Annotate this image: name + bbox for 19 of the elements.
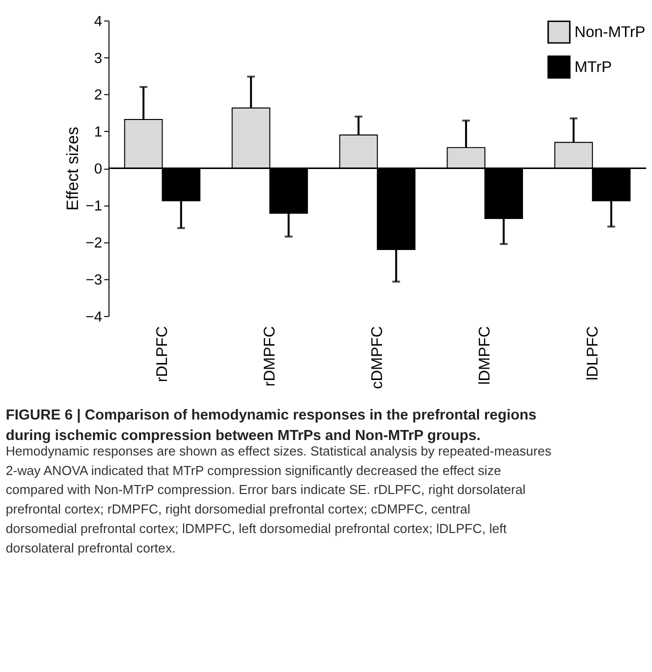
y-tick-label: 4 [94, 14, 102, 30]
y-tick-label: 3 [94, 50, 102, 67]
text: FIGURE 6 | Comparison of hemodynamic responses in the prefrontal regions during ischemic compression between MTrPs and Non-MTrP groups. [6, 408, 536, 444]
y-tick-label: −3 [86, 272, 102, 288]
y-tick-label: −1 [86, 198, 102, 215]
x-tick-label: lDMPFC [476, 326, 494, 385]
legend-label: Non-MTrP [574, 24, 646, 41]
y-tick-label: 1 [94, 124, 102, 141]
x-tick-label: lDLPFC [584, 326, 602, 380]
x-tick-label: rDLPFC [154, 326, 172, 382]
y-axis-title: Effect sizes [64, 126, 82, 211]
x-tick-label: cDMPFC [369, 326, 386, 390]
text: Hemodynamic responses are shown as effect sizes. Statistical analysis by repeated-measures 2-way ANOVA indicated that MTrP compression significantly decreased the effect size compared with Non-MTrP compression. Error bars indicate SE. rDLPFC, right dorsolateral prefrontal cortex; rDMPFC, right dorsomedial prefrontal cortex; cDMPFC, central dorsomedial prefrontal cortex; lDMPFC, left dorsomedial prefrontal cortex; lDLPFC, left dorsolateral prefrontal cortex. [6, 443, 552, 556]
y-tick-label: −4 [86, 309, 102, 326]
legend-label: MTrP [574, 58, 612, 76]
y-tick-label: 0 [94, 162, 102, 178]
y-tick-label: −2 [86, 235, 102, 252]
y-tick-label: 2 [94, 88, 102, 104]
x-tick-label: rDMPFC [262, 326, 279, 386]
